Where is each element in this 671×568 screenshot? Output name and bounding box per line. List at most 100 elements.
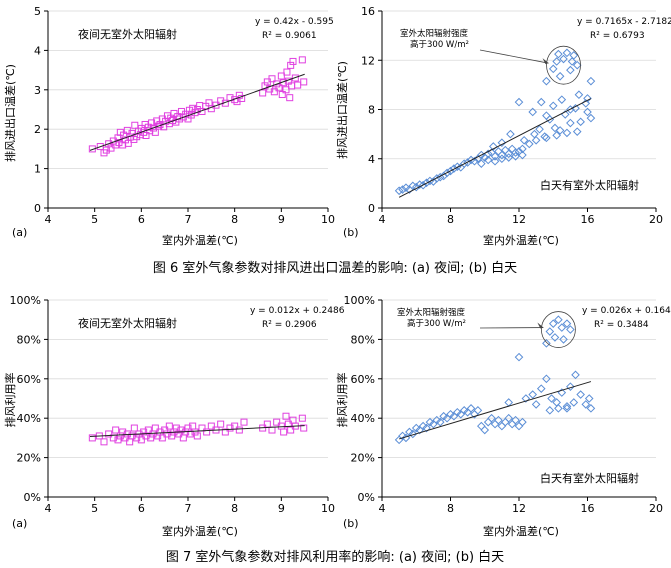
x-tick-label: 4	[379, 213, 386, 226]
data-point	[473, 406, 483, 415]
data-point	[583, 107, 592, 117]
x-tick-label: 7	[185, 213, 192, 226]
y-tick-label: 8	[368, 104, 375, 117]
data-point	[270, 88, 278, 96]
xlabel-fig7b: 室内外温差(℃)	[483, 524, 559, 538]
data-point	[514, 97, 524, 107]
data-point	[584, 394, 594, 403]
data-point	[259, 89, 267, 97]
data-point	[435, 172, 445, 182]
trend-line	[89, 425, 305, 437]
data-point	[287, 426, 295, 434]
x-tick-label: 9	[278, 213, 285, 226]
data-point	[504, 413, 514, 423]
data-point	[268, 426, 276, 434]
x-tick-label: 5	[91, 502, 98, 515]
data-point	[300, 424, 308, 432]
y-tick-label: 0%	[24, 491, 41, 504]
trend-line	[89, 73, 305, 151]
data-point	[282, 412, 290, 420]
data-point	[133, 434, 141, 442]
data-point	[280, 428, 288, 436]
data-point	[586, 76, 596, 86]
x-tick-label: 4	[45, 502, 52, 515]
callout-line2-fig6b: 高于300 W/m²	[410, 39, 469, 50]
data-point	[275, 84, 283, 92]
data-point	[483, 417, 493, 427]
ylabel-fig6a: 排风进出口温差(℃)	[3, 64, 17, 162]
x-tick-label: 16	[581, 502, 595, 515]
data-point	[518, 144, 527, 154]
data-point	[114, 436, 122, 444]
data-point	[511, 151, 520, 161]
panel-label-fig6b: (b)	[343, 226, 359, 239]
data-point	[555, 126, 565, 135]
data-point	[466, 404, 476, 413]
data-point	[435, 417, 445, 427]
data-point	[175, 430, 183, 438]
data-point	[300, 78, 308, 86]
x-tick-label: 9	[278, 502, 285, 515]
data-point	[240, 418, 248, 426]
callout-arrowhead	[537, 322, 544, 329]
annotation-fig7b: 白天有室外太阳辐射	[540, 471, 639, 485]
data-point	[550, 333, 560, 342]
data-point	[477, 159, 486, 168]
data-point	[514, 352, 524, 362]
xlabel-fig6a: 室内外温差(℃)	[162, 233, 238, 247]
y-tick-label: 80%	[17, 333, 41, 346]
data-point	[140, 428, 148, 436]
data-point	[131, 121, 139, 129]
data-point	[235, 426, 243, 434]
x-tick-label: 8	[231, 502, 238, 515]
data-point	[401, 433, 411, 443]
data-point	[477, 421, 486, 431]
data-point	[500, 417, 510, 427]
callout-fig6b: 室外太阳辐射强度 高于300 W/m²	[400, 28, 581, 85]
data-point	[165, 422, 173, 430]
x-tick-label: 4	[379, 502, 386, 515]
data-point	[566, 325, 575, 334]
data-point	[542, 339, 551, 348]
caption-fig6: 图 6 室外气象参数对排风进出口温差的影响: (a) 夜间; (b) 白天	[153, 260, 517, 276]
data-point	[278, 91, 286, 99]
r2-fig7a: R² = 0.2906	[262, 320, 317, 330]
data-point	[572, 127, 582, 136]
data-point	[548, 101, 558, 111]
callout-line1-fig6b: 室外太阳辐射强度	[400, 28, 469, 39]
data-point	[497, 150, 507, 160]
chart-fig7a: 4 5 6 7 8 9 100%20%40%60%80%100% 夜间无室外太阳辐射 y =…	[3, 294, 345, 538]
data-point	[116, 432, 124, 440]
data-point	[548, 319, 558, 328]
data-point	[221, 428, 229, 436]
data-point	[545, 406, 555, 415]
r2-fig7b: R² = 0.3484	[594, 320, 649, 330]
data-point	[415, 180, 424, 189]
data-point	[163, 430, 171, 438]
data-point	[531, 400, 541, 409]
equation-fig7b: y = 0.026x + 0.1648	[582, 306, 671, 316]
data-point	[155, 122, 163, 130]
data-point	[130, 424, 138, 432]
annotation-fig6b: 白天有室外太阳辐射	[540, 178, 639, 192]
data-point	[511, 415, 520, 425]
y-tick-label: 16	[361, 5, 375, 18]
data-point	[566, 382, 575, 391]
y-tick-label: 40%	[17, 412, 41, 425]
y-tick-label: 0	[34, 202, 41, 215]
data-point	[497, 154, 507, 164]
data-point	[536, 384, 546, 393]
data-point	[273, 80, 281, 88]
data-point	[586, 113, 596, 123]
data-point	[176, 115, 184, 123]
data-point	[287, 61, 295, 69]
chart-fig6a: 4 5 6 7 8 9 10 0 1 2 3 4 5 夜间无室外太阳辐射 y = 0.42x - 0.5…	[3, 5, 335, 247]
data-point	[105, 430, 113, 438]
ylabel-fig7b: 排风利用率	[335, 373, 349, 428]
data-point	[483, 155, 493, 165]
callout-circle	[546, 45, 581, 85]
y-tick-label: 100%	[344, 294, 375, 307]
data-point	[531, 135, 541, 145]
data-point	[511, 148, 520, 157]
